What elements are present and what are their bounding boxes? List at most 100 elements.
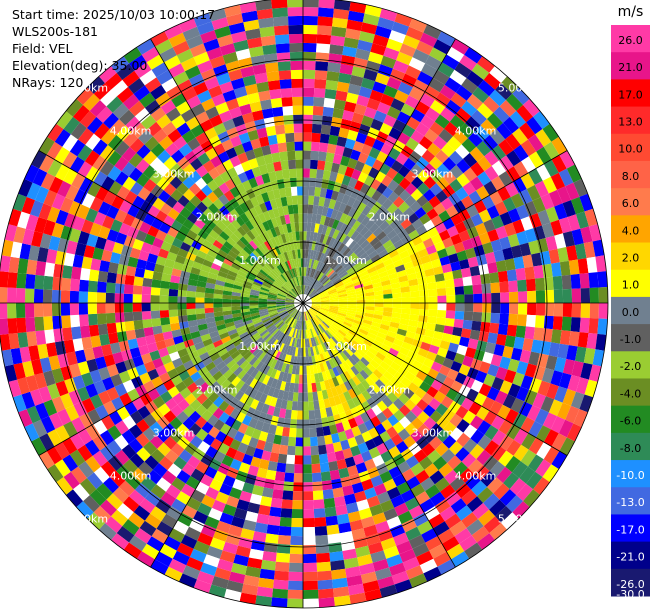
velocity-gate <box>129 54 147 71</box>
velocity-gate <box>344 281 354 287</box>
velocity-gate <box>133 505 151 521</box>
velocity-gate <box>285 298 295 302</box>
velocity-gate <box>455 405 469 419</box>
velocity-gate <box>331 261 339 270</box>
velocity-gate <box>35 402 49 420</box>
velocity-gate <box>403 387 415 399</box>
velocity-gate <box>260 559 276 571</box>
velocity-gate <box>351 66 366 78</box>
velocity-gate <box>497 270 509 283</box>
velocity-gate <box>512 177 527 193</box>
velocity-gate <box>262 231 271 241</box>
velocity-gate <box>423 24 442 40</box>
velocity-gate <box>518 303 528 315</box>
velocity-gate <box>331 336 339 345</box>
velocity-gate <box>294 277 299 286</box>
velocity-gate <box>303 240 307 250</box>
velocity-gate <box>375 216 386 227</box>
velocity-gate <box>26 182 41 201</box>
velocity-gate <box>211 93 226 107</box>
velocity-gate <box>428 296 438 303</box>
azimuth-spoke <box>302 150 568 304</box>
velocity-gate <box>66 351 78 366</box>
velocity-gate <box>237 345 248 354</box>
velocity-gate <box>361 255 371 264</box>
velocity-gate <box>356 95 370 107</box>
velocity-gate <box>275 216 283 227</box>
velocity-gate <box>197 89 212 104</box>
velocity-gate <box>518 401 533 417</box>
velocity-gate <box>219 266 230 275</box>
velocity-gate <box>288 291 296 298</box>
velocity-gate <box>235 123 248 136</box>
velocity-gate <box>204 343 216 352</box>
velocity-gate <box>322 489 334 500</box>
velocity-gate <box>379 275 390 283</box>
velocity-gate <box>337 310 347 315</box>
velocity-gate <box>269 199 278 210</box>
velocity-gate <box>358 345 369 354</box>
velocity-gate <box>233 430 245 443</box>
velocity-gate <box>325 407 334 418</box>
velocity-gate <box>534 180 549 198</box>
velocity-gate <box>276 52 291 63</box>
velocity-gate <box>335 173 345 184</box>
velocity-gate <box>177 296 187 303</box>
velocity-gate <box>466 226 479 239</box>
velocity-gate <box>309 168 318 179</box>
velocity-gate <box>403 336 414 345</box>
velocity-gate <box>161 121 177 136</box>
velocity-gate <box>501 512 519 530</box>
velocity-gate <box>271 339 279 349</box>
velocity-gate <box>254 118 266 130</box>
velocity-gate <box>276 277 284 285</box>
velocity-gate <box>273 434 282 445</box>
velocity-gate <box>255 595 273 607</box>
velocity-gate <box>51 222 65 238</box>
velocity-gate <box>295 437 303 447</box>
velocity-gate <box>230 458 242 471</box>
velocity-gate <box>343 225 352 236</box>
velocity-gate <box>276 255 283 265</box>
velocity-gate <box>150 559 169 575</box>
velocity-gate <box>303 338 306 348</box>
velocity-gate <box>327 288 337 294</box>
colorbar-tick-label: 21.0 <box>618 61 643 74</box>
velocity-gate <box>282 262 289 271</box>
velocity-gate <box>579 273 590 289</box>
velocity-gate <box>339 411 348 423</box>
velocity-gate <box>415 436 430 450</box>
velocity-gate <box>278 333 286 342</box>
velocity-gate <box>327 286 336 293</box>
velocity-gate <box>132 397 145 411</box>
velocity-gate <box>249 303 259 306</box>
velocity-gate <box>339 382 348 394</box>
velocity-gate <box>518 189 533 205</box>
velocity-gate <box>259 329 269 337</box>
velocity-gate <box>213 64 229 77</box>
velocity-gate <box>199 351 210 362</box>
velocity-gate <box>397 366 409 377</box>
velocity-gate <box>186 308 196 316</box>
velocity-gate <box>254 420 265 431</box>
velocity-gate <box>149 245 161 256</box>
velocity-gate <box>114 312 125 323</box>
velocity-gate <box>311 306 320 312</box>
velocity-gate <box>500 292 510 303</box>
velocity-gate <box>389 376 401 387</box>
velocity-gate <box>318 0 335 9</box>
velocity-gate <box>311 300 321 303</box>
velocity-gate <box>77 144 93 162</box>
velocity-gate <box>371 190 383 202</box>
velocity-gate <box>343 321 353 328</box>
velocity-gate <box>453 318 464 329</box>
velocity-gate <box>258 431 269 442</box>
velocity-gate <box>407 272 418 281</box>
velocity-gate <box>396 244 407 255</box>
velocity-gate <box>478 509 496 527</box>
velocity-gate <box>531 339 543 354</box>
velocity-gate <box>413 143 428 157</box>
velocity-gate <box>448 441 463 456</box>
velocity-gate <box>63 471 80 490</box>
velocity-gate <box>121 444 137 460</box>
